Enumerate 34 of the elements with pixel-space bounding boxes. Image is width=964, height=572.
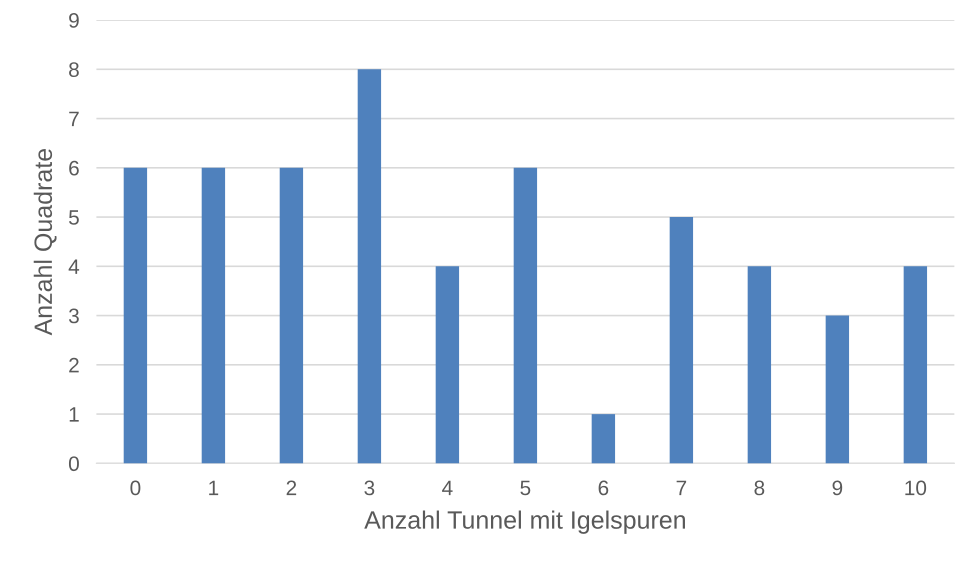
x-tick-label: 4 — [442, 480, 453, 496]
y-tick-label: 2 — [69, 358, 79, 372]
y-tick-label: 7 — [69, 112, 79, 126]
bar — [358, 69, 382, 464]
x-tick-label: 1 — [209, 480, 218, 496]
y-tick-label: 6 — [69, 160, 79, 176]
bar — [202, 168, 226, 464]
y-tick-label: 0 — [68, 456, 79, 472]
x-tick-label: 10 — [905, 480, 926, 496]
x-tick-label: 8 — [754, 480, 764, 496]
y-tick-label: 1 — [70, 407, 79, 422]
bar — [124, 168, 148, 464]
y-tick-label: 5 — [68, 210, 79, 225]
y-tick-label: 4 — [68, 260, 80, 274]
y-axis-title: Anzahl Quadrate — [34, 148, 57, 336]
y-tick-label: 3 — [68, 308, 79, 324]
x-tick-label: 6 — [598, 480, 608, 496]
bar — [904, 266, 928, 464]
x-tick-label: 5 — [520, 480, 530, 496]
x-tick-label: 0 — [130, 480, 140, 496]
bar — [826, 316, 850, 464]
x-axis-title: Anzahl Tunnel mit Igelspuren — [364, 510, 685, 534]
bar — [592, 414, 616, 464]
y-tick-label: 9 — [69, 13, 79, 28]
y-tick-label: 8 — [69, 62, 79, 78]
x-tick-label: 7 — [676, 480, 686, 496]
bar — [514, 168, 538, 464]
x-tick-label: 9 — [832, 480, 842, 496]
bar — [748, 266, 772, 464]
x-tick-label: 3 — [364, 480, 374, 496]
bar — [280, 168, 304, 464]
x-tick-label: 2 — [286, 480, 296, 496]
bar — [436, 266, 460, 464]
bar — [670, 217, 694, 464]
